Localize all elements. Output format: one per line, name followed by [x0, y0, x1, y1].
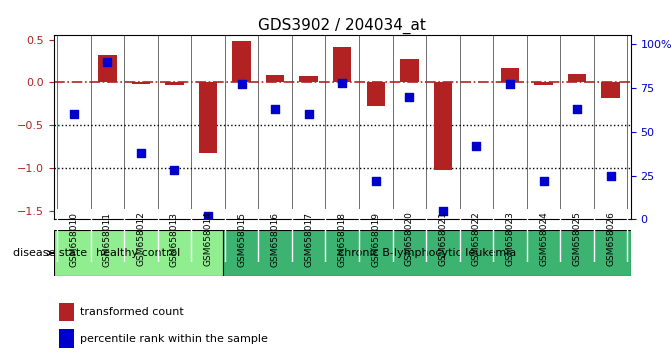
Text: GSM658017: GSM658017: [304, 211, 313, 267]
Point: [68, 112, 79, 117]
Point: [102, 59, 113, 64]
Text: GSM658015: GSM658015: [237, 211, 246, 267]
Text: GSM658023: GSM658023: [505, 211, 515, 267]
Point: [203, 213, 213, 219]
Bar: [60, 329, 74, 348]
Bar: [534, 82, 553, 85]
Bar: [60, 303, 74, 321]
Text: GSM658025: GSM658025: [572, 211, 582, 267]
Text: disease state: disease state: [13, 248, 87, 258]
Text: GSM658014: GSM658014: [203, 211, 213, 267]
Bar: [165, 82, 184, 85]
Point: [471, 143, 482, 149]
Bar: [433, 82, 452, 170]
Text: GSM658013: GSM658013: [170, 211, 179, 267]
FancyBboxPatch shape: [54, 230, 223, 276]
Title: GDS3902 / 204034_at: GDS3902 / 204034_at: [258, 18, 426, 34]
Text: GSM658011: GSM658011: [103, 211, 112, 267]
Bar: [199, 82, 217, 153]
Text: GSM658026: GSM658026: [606, 211, 615, 267]
Text: GSM658019: GSM658019: [371, 211, 380, 267]
Point: [303, 112, 314, 117]
Text: chronic B-lymphocytic leukemia: chronic B-lymphocytic leukemia: [338, 248, 516, 258]
Point: [437, 208, 448, 213]
Point: [404, 94, 415, 99]
Text: GSM658016: GSM658016: [270, 211, 280, 267]
Bar: [98, 55, 117, 82]
Point: [505, 82, 515, 87]
Text: GSM658024: GSM658024: [539, 211, 548, 266]
Bar: [266, 75, 285, 82]
Bar: [299, 76, 318, 82]
Text: GSM658018: GSM658018: [338, 211, 347, 267]
Bar: [366, 82, 385, 107]
Bar: [568, 74, 586, 82]
Bar: [601, 82, 620, 98]
Text: healthy control: healthy control: [97, 248, 180, 258]
Bar: [400, 58, 419, 82]
FancyBboxPatch shape: [223, 230, 631, 276]
Text: GSM658020: GSM658020: [405, 211, 414, 267]
Bar: [333, 47, 352, 82]
Point: [236, 82, 247, 87]
Point: [538, 178, 549, 184]
Bar: [132, 82, 150, 84]
Text: GSM658021: GSM658021: [438, 211, 448, 267]
Text: GSM658012: GSM658012: [136, 211, 146, 267]
Point: [270, 106, 280, 112]
Point: [572, 106, 582, 112]
Text: transformed count: transformed count: [80, 307, 183, 317]
Point: [169, 167, 180, 173]
Text: GSM658022: GSM658022: [472, 211, 481, 266]
Point: [337, 80, 348, 86]
Bar: [501, 68, 519, 82]
Point: [370, 178, 381, 184]
Point: [605, 173, 616, 178]
Point: [136, 150, 146, 156]
Bar: [232, 41, 251, 82]
Text: GSM658010: GSM658010: [69, 211, 79, 267]
Text: percentile rank within the sample: percentile rank within the sample: [80, 334, 268, 344]
